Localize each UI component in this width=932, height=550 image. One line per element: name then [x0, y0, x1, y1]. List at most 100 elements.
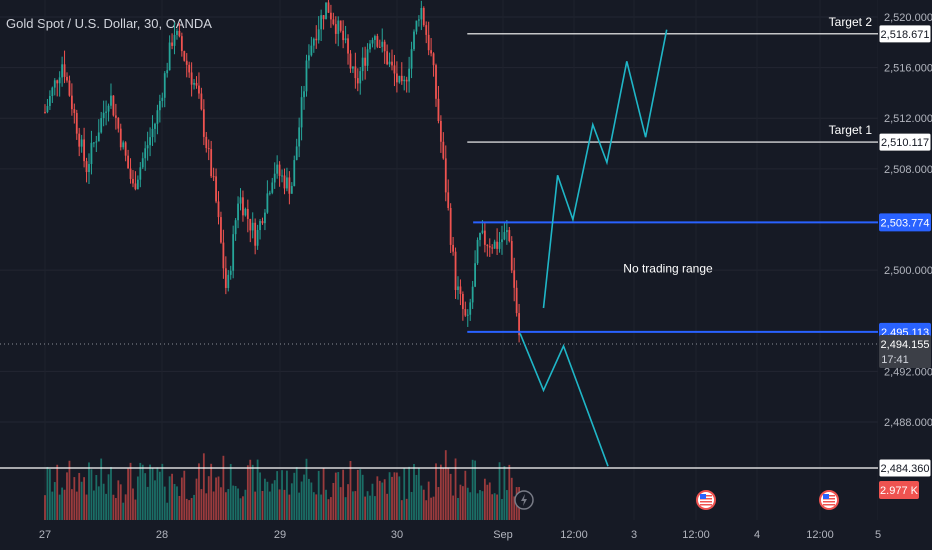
- candle-body: [498, 242, 501, 249]
- x-tick-label: Sep: [493, 529, 513, 541]
- volume-bar: [232, 485, 235, 520]
- y-tick-label: 2,516.000: [884, 63, 932, 75]
- x-tick-label: 30: [391, 529, 403, 541]
- volume-bar: [146, 486, 149, 520]
- volume-bar: [176, 486, 178, 520]
- volume-bar: [144, 473, 147, 520]
- volume-bar: [110, 466, 112, 520]
- volume-bar: [75, 491, 78, 520]
- volume-bar: [63, 489, 66, 520]
- volume-bar: [185, 498, 188, 520]
- candle-body: [134, 183, 137, 190]
- volume-bar: [332, 482, 335, 520]
- candle-body: [413, 31, 415, 50]
- volume-bar: [163, 486, 166, 520]
- volume-bar: [105, 493, 107, 520]
- candle-body: [286, 177, 288, 189]
- volume-bar: [325, 489, 327, 520]
- projection-up-path: [542, 29, 668, 309]
- volume-bar: [447, 467, 450, 520]
- y-tick-label: 2,508.000: [884, 164, 932, 176]
- candle-body: [366, 49, 369, 66]
- candle-body: [290, 186, 293, 194]
- candle-body: [449, 207, 452, 245]
- flag-canton: [700, 494, 706, 499]
- candle-body: [322, 15, 325, 20]
- candle-body: [474, 263, 476, 287]
- volume-bar: [317, 470, 320, 520]
- volume-label: 2.977 K: [880, 485, 919, 497]
- candle-body: [391, 61, 393, 66]
- candle-body: [510, 241, 513, 271]
- current-price-label: 2,494.155: [881, 339, 930, 351]
- volume-bar: [374, 496, 376, 520]
- candle-body: [66, 76, 68, 81]
- candle-body: [332, 19, 335, 25]
- volume-bar: [119, 484, 122, 520]
- price-tag: [878, 24, 932, 44]
- candle-body: [139, 167, 142, 180]
- candle-body: [405, 79, 408, 82]
- volume-bar: [361, 474, 364, 520]
- candle-body: [229, 270, 232, 275]
- candle-body: [51, 87, 54, 97]
- candle-body: [505, 230, 508, 233]
- candle-body: [44, 111, 46, 113]
- volume-bar: [513, 496, 516, 520]
- volume-bar: [97, 486, 100, 520]
- projection-down-path: [519, 333, 609, 467]
- candle-body: [168, 42, 171, 71]
- volume-bar: [83, 477, 85, 520]
- candle-body: [437, 98, 440, 121]
- flash-icon: [514, 490, 534, 510]
- volume-bar: [303, 474, 305, 520]
- volume-bar: [251, 464, 254, 520]
- candle-body: [469, 302, 472, 315]
- candle-body: [415, 20, 418, 32]
- volume-bar: [344, 497, 347, 520]
- candle-body: [483, 230, 486, 245]
- candle-body: [481, 230, 484, 233]
- candle-body: [185, 60, 188, 65]
- volume-bar: [300, 481, 303, 520]
- candle-body: [227, 274, 230, 288]
- volume-bar: [496, 494, 498, 520]
- candle-body: [349, 53, 352, 69]
- candle-body: [195, 82, 198, 86]
- volume-tag: [879, 481, 919, 499]
- candle-body: [176, 30, 178, 35]
- volume-bar: [486, 484, 489, 520]
- price-tags: 2,518.6712,510.1172,503.7742,495.1132,48…: [878, 24, 932, 499]
- volume-bar: [200, 489, 203, 520]
- volume-bar: [237, 488, 239, 520]
- volume-bar: [246, 465, 249, 520]
- volume-bar: [464, 470, 467, 520]
- candle-body: [75, 112, 78, 134]
- volume-bar: [366, 491, 369, 520]
- candle-body: [337, 20, 340, 34]
- volume-bar: [288, 494, 291, 520]
- candle-body: [119, 128, 122, 148]
- volume-bar: [112, 494, 115, 520]
- candle-body: [188, 64, 191, 73]
- candle-body: [501, 239, 503, 243]
- price-tag-label: 2,484.360: [881, 463, 930, 475]
- volume-bar: [488, 482, 491, 520]
- y-tick-label: 2,492.000: [884, 366, 932, 378]
- x-tick-label: 29: [274, 529, 286, 541]
- volume-bar: [53, 482, 56, 520]
- candle-body: [305, 60, 308, 92]
- candle-body: [444, 158, 447, 193]
- x-tick-label: 12:00: [682, 529, 710, 541]
- candle-body: [442, 141, 445, 159]
- flag-ring: [819, 490, 839, 510]
- volume-bar: [501, 499, 503, 520]
- volume-bar: [78, 472, 81, 520]
- candle-body: [112, 95, 115, 116]
- us-flag-icon: [696, 490, 716, 510]
- candle-body: [308, 55, 310, 61]
- candle-body: [63, 64, 66, 77]
- volume-bar: [220, 487, 222, 520]
- volume-bar: [139, 462, 142, 520]
